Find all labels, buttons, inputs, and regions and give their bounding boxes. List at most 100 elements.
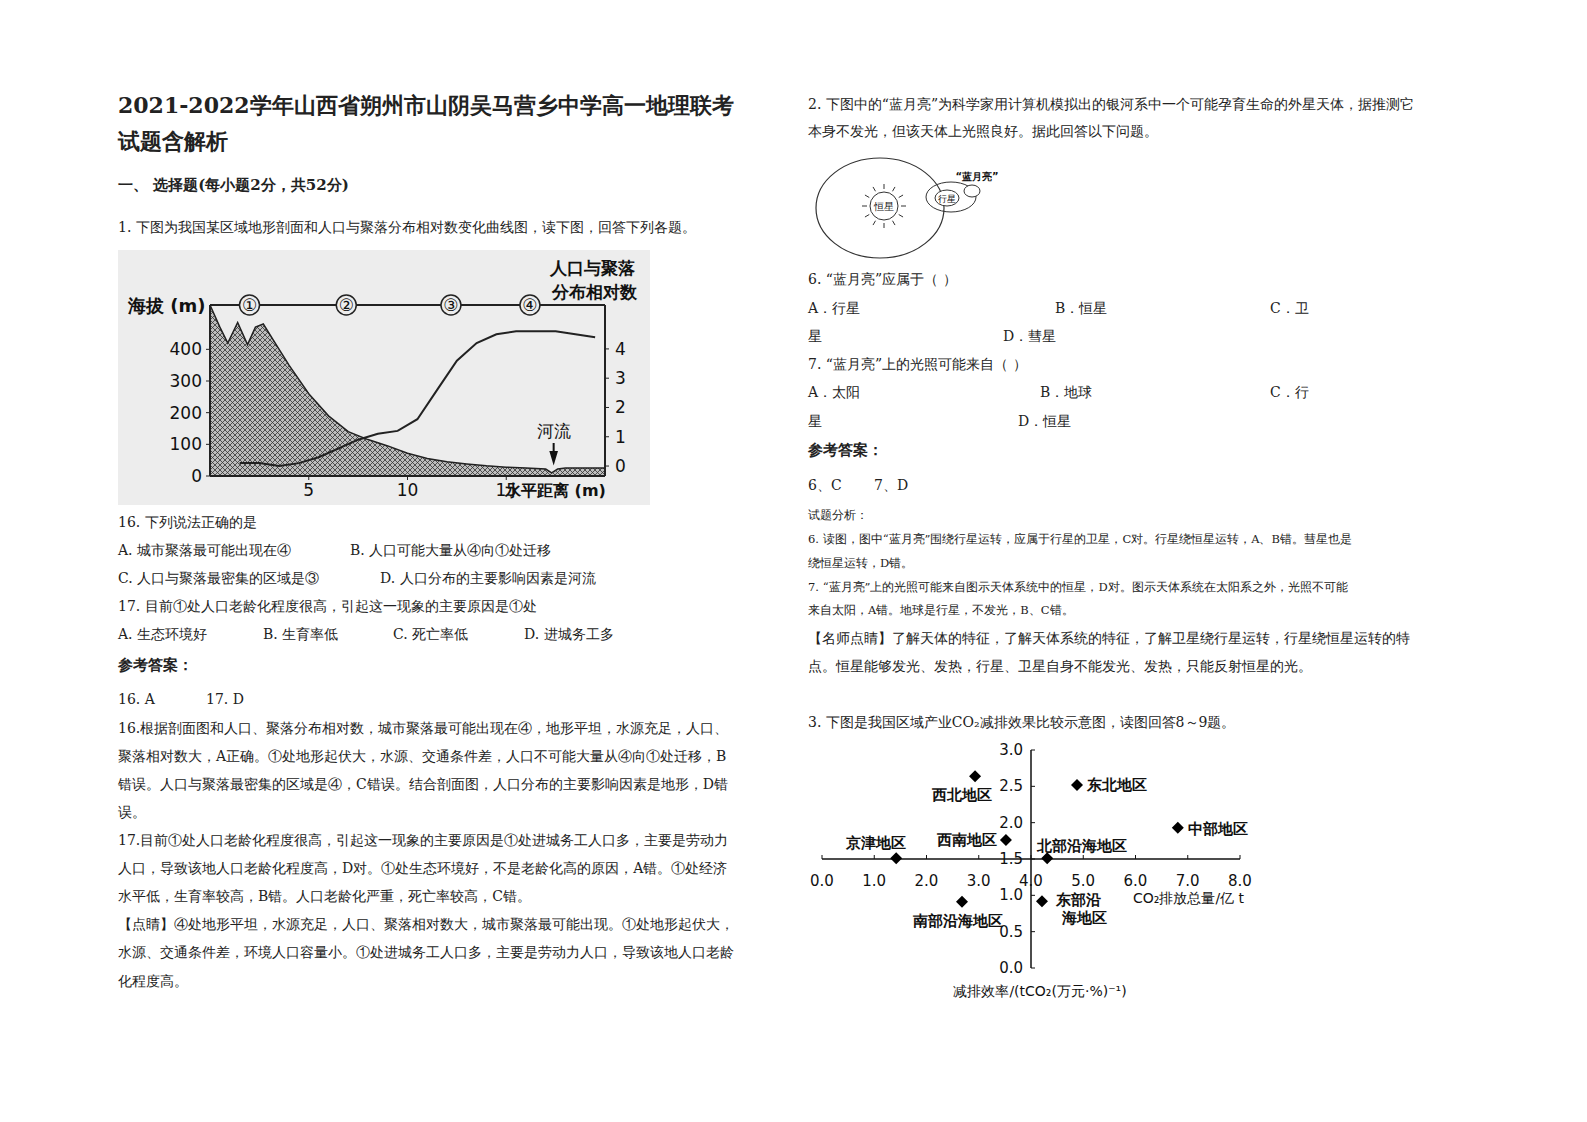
site-marker bbox=[441, 295, 461, 315]
point-label: 中部地区 bbox=[1188, 820, 1248, 838]
text-line: 16.根据剖面图和人口、聚落分布相对数，城市聚落最可能出现在④，地形平坦，水源充… bbox=[118, 719, 728, 737]
left-axis bbox=[209, 305, 211, 476]
heading-line: 一、 选择题(每小题2分，共52分) bbox=[118, 176, 349, 194]
tick-label: 400 bbox=[170, 339, 202, 359]
tick-label: 5.0 bbox=[1071, 872, 1095, 890]
title-line: 2021-2022学年山西省朔州市山阴吴马营乡中学高一地理联考 bbox=[118, 92, 734, 118]
planet bbox=[935, 190, 959, 206]
point-label: 东北地区 bbox=[1086, 776, 1147, 794]
tick bbox=[206, 349, 210, 350]
tick-label: 0.0 bbox=[999, 959, 1023, 977]
small-line: 来自太阳，A错。地球是行星，不发光，B、C错。 bbox=[808, 601, 1074, 619]
options-line: C．行 bbox=[1270, 383, 1309, 401]
options-line: C. 死亡率低 bbox=[393, 625, 468, 643]
options-line: D．恒星 bbox=[1018, 412, 1071, 430]
title-line: 试题含解析 bbox=[118, 128, 228, 154]
star-ray bbox=[901, 206, 906, 207]
axis-label: 水平距离 (m) bbox=[504, 481, 606, 500]
text-line: 16. 下列说法正确的是 bbox=[118, 513, 257, 531]
text-line: 2. 下图中的“蓝月亮”为科学家用计算机模拟出的银河系中一个可能孕育生命的外星天… bbox=[808, 95, 1414, 113]
tick bbox=[1031, 859, 1035, 860]
text-line: 【名师点睛】了解天体的特征，了解天体系统的特征，了解卫星绕行星运转，行星绕恒星运… bbox=[808, 629, 1410, 647]
axis-label: 减排效率/(tCO₂(万元·%)⁻¹) bbox=[953, 983, 1126, 999]
text-line: 水源、交通条件差，环境人口容量小。①处进城务工人口多，主要是劳动力人口，导致该地… bbox=[118, 943, 734, 961]
river-arrow bbox=[551, 443, 557, 462]
options-line: C．卫 bbox=[1270, 299, 1309, 317]
options-line: A．行星 bbox=[808, 299, 860, 317]
point bbox=[969, 770, 981, 782]
planet-label: 行星 bbox=[938, 194, 956, 204]
axis-label: 人口与聚落 bbox=[549, 258, 635, 278]
tick-label: 2.5 bbox=[999, 777, 1023, 795]
star-ray bbox=[899, 195, 903, 198]
population-curve bbox=[240, 331, 596, 466]
point-label: 西南地区 bbox=[936, 831, 997, 849]
options-line: 17. D bbox=[206, 690, 244, 708]
axis-label: CO₂排放总量/亿 t bbox=[1133, 890, 1245, 906]
star-ray bbox=[873, 221, 876, 225]
terrain-figure: 01002003004000123451015①②③④海拔 (m)人口与聚落分布… bbox=[118, 250, 650, 505]
tick bbox=[1031, 855, 1032, 859]
text-line: 3. 下图是我国区域产业CO₂减排效果比较示意图，读图回答8～9题。 bbox=[808, 713, 1235, 731]
tick-label: 2.0 bbox=[999, 814, 1023, 832]
options-line: B．地球 bbox=[1040, 383, 1092, 401]
terrain-profile bbox=[210, 305, 605, 476]
tick bbox=[605, 407, 609, 408]
axis-label: 海拔 (m) bbox=[127, 295, 205, 316]
star-ray bbox=[884, 184, 885, 189]
options-line: B. 生育率低 bbox=[263, 625, 338, 643]
text-line: 错误。人口与聚落最密集的区域是④，C错误。结合剖面图，人口分布的主要影响因素是地… bbox=[118, 775, 728, 793]
text-line: 6. “蓝月亮”应属于（ ） bbox=[808, 270, 957, 288]
site-marker bbox=[520, 295, 540, 315]
small-line: 6. 读图，图中“蓝月亮”围绕行星运转，应属于行星的卫星，C对。行星绕恒星运转，… bbox=[808, 530, 1352, 548]
text-line: 7. “蓝月亮”上的光照可能来自（ ） bbox=[808, 355, 1027, 373]
text-line: 聚落相对数大，A正确。①处地形起伏大，水源、交通条件差，人口不可能大量从④向①处… bbox=[118, 747, 726, 765]
tick-label: 0.0 bbox=[810, 872, 834, 890]
site-marker bbox=[336, 295, 356, 315]
star-ray bbox=[865, 215, 869, 218]
point-label: 北部沿海地区 bbox=[1036, 837, 1127, 855]
point-label: 京津地区 bbox=[845, 834, 906, 852]
text-line: 化程度高。 bbox=[118, 972, 188, 990]
text-line: 【点睛】④处地形平坦，水源充足，人口、聚落相对数大，城市聚落最可能出现。①处地形… bbox=[118, 915, 734, 933]
point bbox=[1036, 895, 1048, 907]
tick-label: 10 bbox=[397, 480, 419, 500]
tick bbox=[1240, 855, 1241, 859]
site-label: ① bbox=[242, 295, 257, 315]
point bbox=[890, 852, 902, 864]
points bbox=[890, 770, 1184, 908]
point bbox=[956, 896, 968, 908]
tick bbox=[206, 476, 210, 477]
options-line: A．太阳 bbox=[808, 383, 860, 401]
point bbox=[1071, 779, 1083, 791]
tick-label: 0 bbox=[615, 456, 626, 476]
options-line: D．彗星 bbox=[1003, 327, 1056, 345]
text-line: 人口，导致该地人口老龄化程度高，D对。①处生态环境好，不是老龄化高的原因，A错。… bbox=[118, 859, 727, 877]
tick-label: 1.5 bbox=[999, 850, 1023, 868]
tick bbox=[978, 855, 979, 859]
tick-label: 0 bbox=[191, 466, 202, 486]
tick-label: 200 bbox=[170, 403, 202, 423]
tick bbox=[605, 436, 609, 437]
tick-label: 2.0 bbox=[915, 872, 939, 890]
tick bbox=[822, 855, 823, 859]
tick bbox=[206, 381, 210, 382]
orbit bbox=[816, 158, 944, 258]
tick-label: 300 bbox=[170, 371, 202, 391]
axis-label: 分布相对数 bbox=[551, 282, 638, 302]
options-line: D. 进城务工多 bbox=[524, 625, 614, 643]
tick bbox=[874, 855, 875, 859]
point-label: 东部沿 bbox=[1055, 891, 1101, 909]
small-line: 绕恒星运转，D错。 bbox=[808, 554, 913, 572]
tick bbox=[926, 855, 927, 859]
tick-label: 3.0 bbox=[999, 741, 1023, 759]
tick bbox=[1031, 931, 1035, 932]
star bbox=[870, 192, 898, 220]
page: 01002003004000123451015①②③④海拔 (m)人口与聚落分布… bbox=[0, 0, 1587, 1122]
top-line bbox=[210, 304, 605, 306]
options-line: 16. A bbox=[118, 690, 155, 708]
tick-label: 1 bbox=[615, 427, 626, 447]
plot-area bbox=[210, 305, 605, 476]
tick-label: 4 bbox=[615, 339, 626, 359]
tick-label: 100 bbox=[170, 434, 202, 454]
